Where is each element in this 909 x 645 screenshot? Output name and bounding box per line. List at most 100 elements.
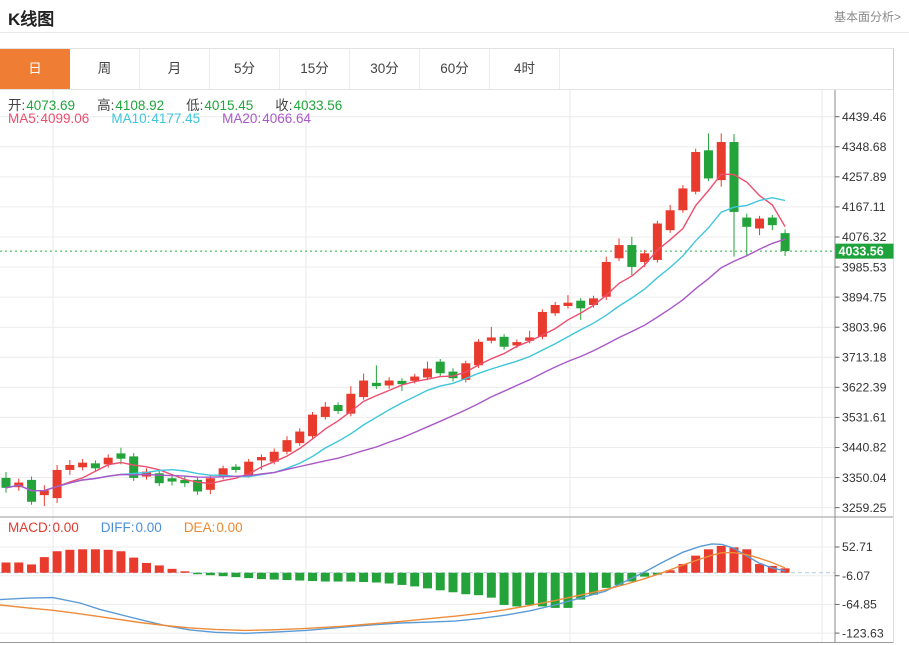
macd-bar	[193, 572, 203, 575]
tab-日[interactable]: 日	[0, 49, 70, 89]
candle-body	[180, 479, 190, 484]
tab-月[interactable]: 月	[140, 49, 210, 89]
macd-bar	[103, 549, 113, 573]
macd-bar	[384, 572, 394, 584]
diff-line	[0, 543, 786, 635]
ohlc-row-item: 低:4015.45	[186, 98, 254, 113]
macd-bar	[716, 545, 726, 573]
macd-bar	[295, 572, 305, 581]
tab-60分[interactable]: 60分	[420, 49, 490, 89]
tab-5分[interactable]: 5分	[210, 49, 280, 89]
candle-body	[256, 457, 266, 461]
main-tick-label: 4167.11	[842, 200, 886, 214]
candle-body	[333, 405, 343, 411]
macd-bar	[601, 572, 611, 588]
candle-body	[1, 477, 11, 488]
ma-row-item: MA5:4099.06	[8, 111, 90, 126]
ma5-line	[5, 173, 786, 492]
tab-15分[interactable]: 15分	[280, 49, 350, 89]
candle-body	[308, 414, 318, 437]
fundamental-analysis-link[interactable]: 基本面分析>	[833, 10, 901, 24]
candle-body	[589, 298, 599, 305]
candle-body	[269, 451, 279, 462]
current-price-badge	[835, 243, 894, 259]
page-title: K线图	[8, 10, 55, 29]
candle-body	[231, 466, 241, 470]
macd-bar	[218, 572, 228, 577]
macd-tick-label: -6.07	[842, 569, 870, 583]
ma-row-item: MA10:4177.45	[111, 111, 201, 126]
macd-bar	[576, 572, 586, 600]
ohlc-row: 开:4073.69 高:4108.92 低:4015.45 收:4033.56	[8, 94, 364, 114]
tab-30分[interactable]: 30分	[350, 49, 420, 89]
macd-bar	[729, 547, 739, 573]
macd-bar	[27, 564, 37, 573]
candle-body	[346, 393, 356, 414]
candle-body	[563, 302, 573, 306]
macd-bar	[691, 555, 701, 573]
macd-bar	[640, 572, 650, 577]
ohlc-row-item: 收:4033.56	[275, 98, 343, 113]
macd-bar	[703, 549, 713, 573]
macd-bar	[90, 549, 100, 573]
candle-body	[448, 371, 458, 379]
macd-bar	[550, 572, 560, 608]
period-tab-bar: 日周月 5分 15分 30分 60分 4时	[0, 48, 894, 90]
candle-body	[52, 469, 62, 499]
macd-bar	[397, 572, 407, 585]
candle-body	[244, 461, 254, 475]
ma-row: MA5:4099.06 MA10:4177.45 MA20:4066.64	[8, 111, 333, 126]
candle-body	[486, 337, 496, 341]
macd-bar	[282, 572, 292, 581]
candle-body	[525, 337, 535, 341]
macd-bar	[665, 570, 675, 573]
macd-bar	[359, 572, 369, 583]
candle-body	[410, 376, 420, 381]
candle-body	[65, 464, 75, 470]
main-tick-label: 3531.61	[842, 411, 887, 425]
ohlc-row-item: 开:4073.69	[8, 98, 76, 113]
macd-bar	[461, 572, 471, 595]
tab-周[interactable]: 周	[70, 49, 140, 89]
macd-bar	[308, 572, 318, 582]
macd-bar	[537, 572, 547, 607]
macd-tick-label: -64.85	[842, 598, 877, 612]
candlestick-chart[interactable]: 4439.46 4348.68 4257.89 4167.11 4076.32 3985.…	[0, 90, 909, 645]
candle-body	[422, 368, 432, 378]
macd-bar	[320, 572, 330, 582]
candle-body	[729, 142, 739, 212]
macd-bar	[116, 551, 126, 573]
macd-bar	[141, 562, 151, 573]
macd-row-item: MACD:0.00	[8, 520, 79, 535]
candle-body	[767, 217, 777, 226]
macd-bar	[422, 572, 432, 589]
macd-bar	[614, 572, 624, 585]
candle-body	[703, 150, 713, 179]
macd-bar	[512, 572, 522, 607]
candle-body	[627, 245, 637, 267]
macd-row-item: DIFF:0.00	[100, 520, 162, 535]
macd-tick-label: -123.63	[842, 626, 884, 640]
main-tick-label: 4348.68	[842, 140, 887, 154]
candle-body	[601, 261, 611, 297]
candle-body	[78, 462, 88, 468]
chart-area: 4439.46 4348.68 4257.89 4167.11 4076.32 3985.…	[0, 90, 909, 645]
candle-body	[678, 188, 688, 211]
current-price-badge-label: 4033.56	[839, 245, 884, 259]
ohlc-row-item: 高:4108.92	[97, 98, 165, 113]
macd-tick-label: 52.71	[842, 540, 873, 554]
candle-body	[780, 233, 790, 252]
candle-body	[640, 253, 650, 262]
macd-bar	[14, 562, 24, 573]
macd-bar	[129, 557, 139, 573]
candle-body	[652, 223, 662, 260]
main-tick-label: 3440.82	[842, 441, 887, 455]
main-tick-label: 4257.89	[842, 170, 887, 184]
main-tick-label: 4439.46	[842, 110, 887, 124]
macd-bar	[39, 557, 49, 573]
header-divider	[0, 32, 909, 33]
candle-body	[39, 490, 49, 496]
macd-bar	[269, 572, 279, 580]
tab-4时[interactable]: 4时	[490, 49, 560, 89]
